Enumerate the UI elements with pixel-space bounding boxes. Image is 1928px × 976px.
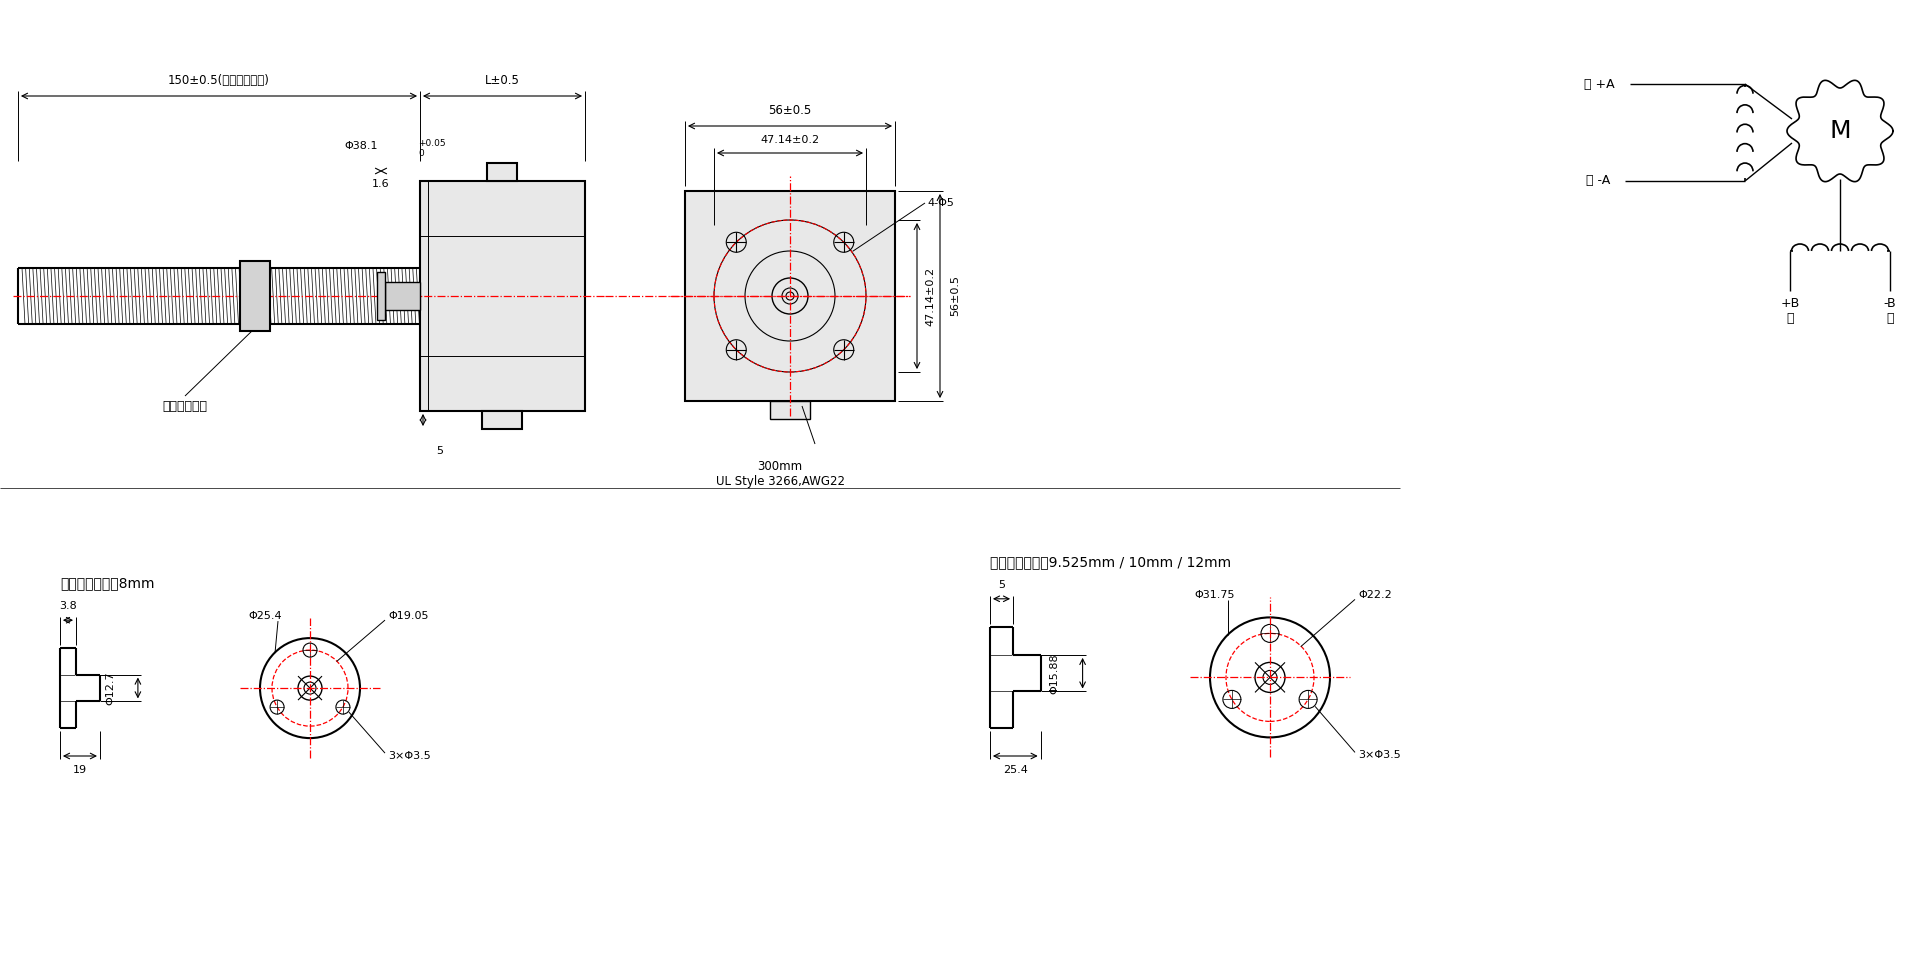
Text: -B
黑: -B 黑 — [1884, 297, 1897, 325]
Text: 56±0.5: 56±0.5 — [951, 275, 960, 316]
Text: 5: 5 — [436, 446, 443, 456]
Text: 47.14±0.2: 47.14±0.2 — [760, 135, 819, 145]
Text: +B
綠: +B 綠 — [1780, 297, 1799, 325]
Text: Φ19.05: Φ19.05 — [388, 611, 428, 621]
Text: 紅 +A: 紅 +A — [1585, 77, 1616, 91]
Text: Φ25.4: Φ25.4 — [249, 611, 281, 621]
Text: Φ38.1: Φ38.1 — [345, 141, 378, 151]
Bar — [684, 191, 895, 401]
Bar — [482, 411, 522, 429]
Text: 47.14±0.2: 47.14±0.2 — [925, 266, 935, 326]
Text: 19: 19 — [73, 765, 87, 775]
Text: Φ15.88: Φ15.88 — [1049, 653, 1060, 694]
Text: 5: 5 — [999, 580, 1004, 590]
Bar — [488, 163, 517, 181]
Text: 梯型絲杆直徑：8mm: 梯型絲杆直徑：8mm — [60, 576, 154, 590]
Bar — [420, 181, 584, 411]
Text: 4-Φ5: 4-Φ5 — [927, 198, 954, 208]
Text: 150±0.5(可自定義長度): 150±0.5(可自定義長度) — [168, 74, 270, 88]
Text: 3×Φ3.5: 3×Φ3.5 — [1357, 751, 1402, 760]
Bar — [378, 272, 386, 320]
Text: Φ22.2: Φ22.2 — [1357, 590, 1392, 600]
Text: 0: 0 — [418, 148, 424, 157]
Bar — [386, 282, 420, 310]
Text: 外部線性螺母: 外部線性螺母 — [162, 399, 208, 413]
Text: M: M — [1830, 119, 1851, 143]
Text: 1.6: 1.6 — [372, 179, 389, 189]
Text: Φ31.75: Φ31.75 — [1195, 590, 1236, 600]
Text: Φ12.7: Φ12.7 — [104, 671, 116, 705]
Text: 300mm
UL Style 3266,AWG22: 300mm UL Style 3266,AWG22 — [715, 460, 844, 488]
Text: 56±0.5: 56±0.5 — [769, 104, 812, 117]
Text: 梯型絲杆直徑：9.525mm / 10mm / 12mm: 梯型絲杆直徑：9.525mm / 10mm / 12mm — [989, 554, 1232, 569]
Text: L±0.5: L±0.5 — [486, 74, 521, 88]
Text: 3.8: 3.8 — [60, 601, 77, 611]
Text: +0.05: +0.05 — [418, 139, 445, 147]
Bar — [769, 401, 810, 419]
Text: 25.4: 25.4 — [1003, 765, 1028, 775]
Bar — [239, 261, 270, 331]
Text: 藍 -A: 藍 -A — [1585, 175, 1610, 187]
Text: 3×Φ3.5: 3×Φ3.5 — [388, 752, 430, 761]
